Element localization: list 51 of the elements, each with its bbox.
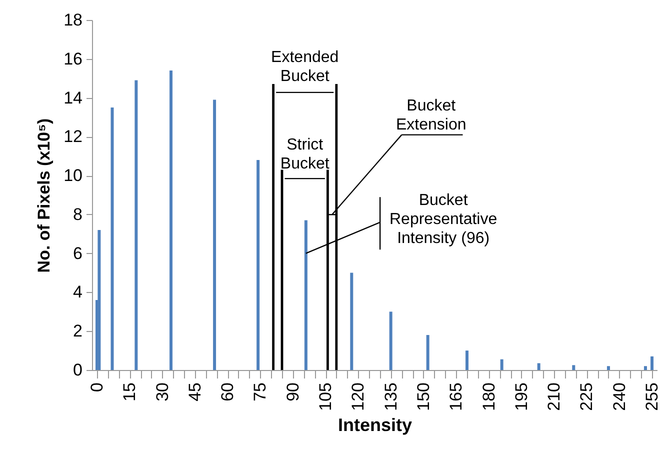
x-tick-label: 150 <box>414 382 433 411</box>
y-tick-label: 18 <box>64 10 82 30</box>
x-axis-title: Intensity <box>338 414 412 435</box>
x-tick-label: 30 <box>152 382 172 402</box>
x-tick-label: 180 <box>479 382 498 411</box>
annotation: Strict Bucket <box>280 136 330 173</box>
y-tick-label: 14 <box>64 88 82 108</box>
x-tick-label: 45 <box>185 382 204 402</box>
bar <box>389 312 392 370</box>
bar <box>426 335 430 370</box>
y-tick-label: 10 <box>64 166 82 186</box>
x-tick-label: 60 <box>218 382 238 402</box>
annotation: Extended Bucket <box>271 49 339 86</box>
x-tick-label: 240 <box>610 382 629 411</box>
x-tick-label: 75 <box>250 382 270 402</box>
y-tick-label: 2 <box>73 322 82 341</box>
y-axis-title: No. of Pixels (x10⁵) <box>34 118 54 273</box>
y-tick-label: 12 <box>64 127 82 146</box>
bar <box>466 350 468 370</box>
x-tick-label: 0 <box>88 382 106 392</box>
bar <box>256 160 260 370</box>
x-tick-label: 90 <box>283 382 302 402</box>
bar <box>350 272 354 370</box>
y-tick-label: 16 <box>64 49 82 68</box>
annotation: Bucket Extension <box>396 98 466 134</box>
x-tick-label: 225 <box>577 382 596 411</box>
x-tick-label: 135 <box>381 382 400 411</box>
bar <box>650 356 654 370</box>
annotation: Bucket Representative Intensity (96) <box>390 192 498 248</box>
bar <box>537 363 540 370</box>
x-tick-label: 255 <box>642 382 662 411</box>
bar <box>213 100 216 370</box>
x-tick-label: 195 <box>512 382 531 411</box>
bar <box>644 366 647 370</box>
bar <box>134 80 138 370</box>
bar <box>170 70 172 370</box>
x-tick-label: 120 <box>348 382 368 411</box>
bar <box>304 220 308 370</box>
x-tick-label: 15 <box>120 382 140 402</box>
bar <box>572 365 576 370</box>
y-tick-label: 6 <box>73 244 82 263</box>
bar <box>98 230 101 370</box>
x-tick-label: 165 <box>446 382 466 411</box>
x-tick-label: 210 <box>544 382 564 411</box>
x-tick-label: 105 <box>316 382 336 411</box>
bar <box>110 108 114 370</box>
y-tick-label: 0 <box>73 360 82 380</box>
bar <box>606 366 610 370</box>
y-tick-label: 4 <box>73 282 82 302</box>
bar <box>500 359 504 370</box>
y-tick-label: 8 <box>73 204 82 224</box>
